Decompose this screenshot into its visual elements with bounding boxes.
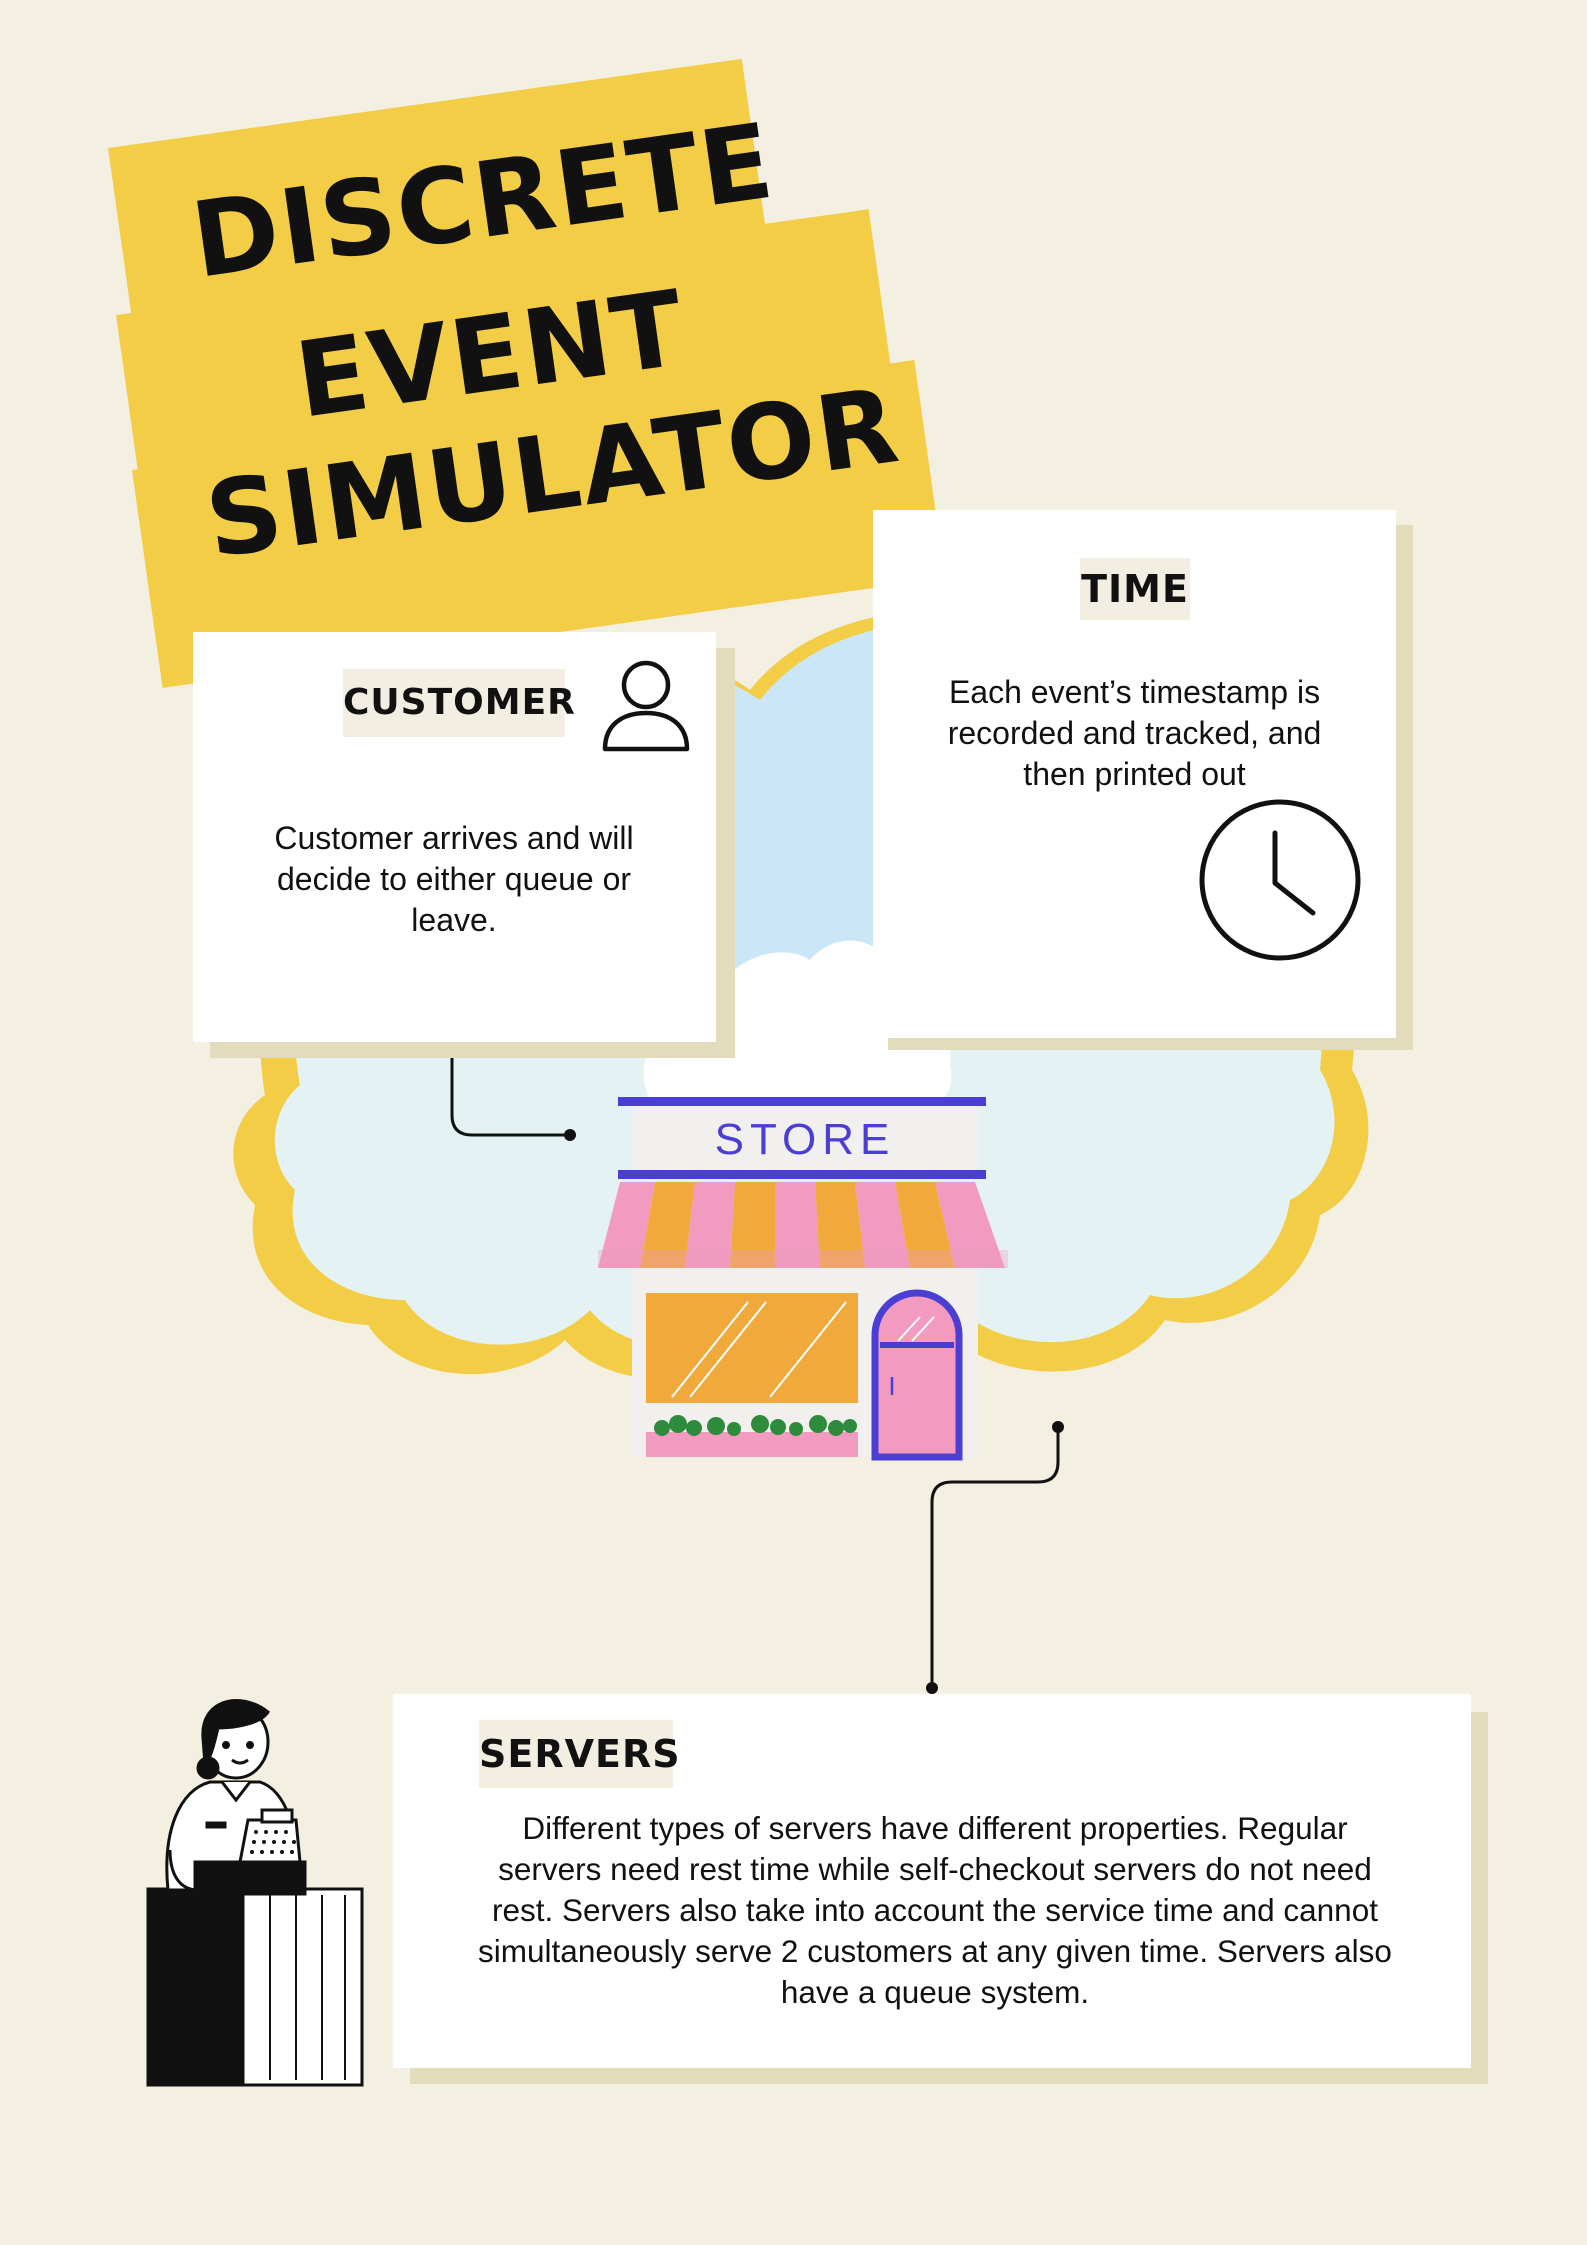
store-sign: STORE [714, 1115, 896, 1164]
clock-icon [1199, 799, 1361, 961]
servers-connector [930, 1427, 1060, 1688]
store-window [646, 1293, 858, 1403]
planter-shrubs [654, 1415, 857, 1436]
time-label: TIME [1080, 558, 1190, 620]
store-door [871, 1289, 963, 1461]
user-icon [602, 660, 690, 752]
customer-connector [450, 1050, 570, 1137]
store-awning [598, 1182, 1008, 1268]
servers-text: Different types of servers have differen… [478, 1810, 1392, 2010]
cashier-illustration [146, 1699, 364, 2087]
customer-label: CUSTOMER [343, 669, 575, 737]
customer-text: Customer arrives and will decide to eith… [274, 820, 634, 938]
time-text: Each event’s timestamp is recorded and t… [947, 674, 1322, 792]
store-building [598, 1097, 1008, 1461]
servers-label: SERVERS [479, 1720, 680, 1788]
